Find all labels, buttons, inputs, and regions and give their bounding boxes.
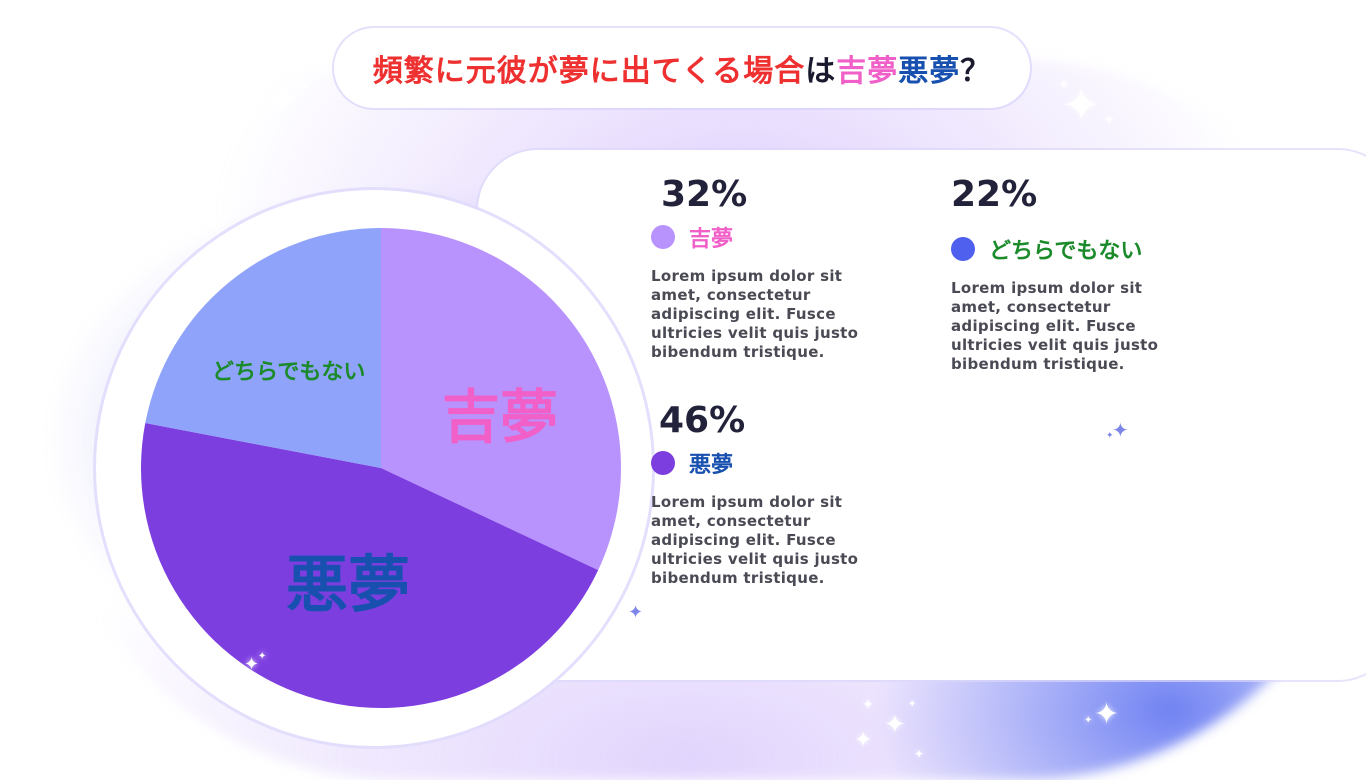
sparkle-icon: ✦ xyxy=(908,699,917,710)
sparkle-icon: ✦ xyxy=(298,79,310,95)
stat-label: 吉夢 xyxy=(689,226,734,252)
pie-label-kichimu: 吉夢 xyxy=(442,383,559,451)
stat-description: Lorem ipsum dolor sit amet, consectetur … xyxy=(651,267,859,361)
sparkle-icon: ✦ xyxy=(1062,78,1101,132)
stat-neither: 22% どちらでもない Lorem ipsum dolor sit amet, … xyxy=(951,174,1191,374)
sparkle-icon: ✦ xyxy=(854,728,873,753)
stat-kichimu: 32% 吉夢 Lorem ipsum dolor sit amet, conse… xyxy=(651,174,891,362)
sparkle-icon: ✦ xyxy=(1106,431,1114,441)
page-title: 頻繁に元彼が夢に出てくる場合は吉夢 悪夢？ xyxy=(334,28,1030,108)
stat-percent: 22% xyxy=(951,174,1038,215)
pie-label-akumu: 悪夢 xyxy=(286,548,411,621)
legend-dot xyxy=(651,451,675,475)
stat-akumu: 46% 悪夢 Lorem ipsum dolor sit amet, conse… xyxy=(651,400,891,588)
sparkle-icon: ✦ xyxy=(884,710,906,740)
title-part-2: は xyxy=(805,54,837,89)
sparkle-icon: ✦ xyxy=(862,697,874,713)
legend-dot xyxy=(951,237,975,261)
sparkle-icon: ✦ xyxy=(244,654,260,675)
pie-slice-akumu xyxy=(140,423,599,709)
sparkle-icon: ✦ xyxy=(258,651,267,662)
sparkle-icon: ✦ xyxy=(1104,113,1115,127)
title-part-3: 吉夢 xyxy=(836,54,899,89)
sparkle-icon: ✦ xyxy=(1084,715,1093,726)
sparkle-icon: ✦ xyxy=(914,747,925,761)
sparkle-icon: ✦ xyxy=(1094,697,1120,732)
sparkle-icon: ✦ xyxy=(250,113,261,127)
sparkle-icon: ✦ xyxy=(628,602,644,623)
sparkle-icon: ✦ xyxy=(1112,418,1129,442)
sparkle-icon: ✦ xyxy=(1058,77,1070,93)
title-part-5: ？ xyxy=(960,54,992,89)
pie-label-neither: どちらでもない xyxy=(212,359,366,385)
stat-percent: 46% xyxy=(659,400,746,441)
stat-description: Lorem ipsum dolor sit amet, consectetur … xyxy=(951,279,1159,373)
pie-slice-neither xyxy=(145,228,381,468)
stat-percent: 32% xyxy=(661,174,748,215)
sparkle-icon: ✦ xyxy=(264,74,301,125)
stat-description: Lorem ipsum dolor sit amet, consectetur … xyxy=(651,493,859,587)
stat-label: 悪夢 xyxy=(689,452,734,478)
title-part-1: 頻繁に元彼が夢に出てくる場合 xyxy=(372,54,806,89)
title-part-4: 悪夢 xyxy=(898,54,961,89)
stat-label: どちらでもない xyxy=(989,238,1143,264)
pie-slice-kichimu xyxy=(381,228,622,571)
legend-dot xyxy=(651,225,675,249)
